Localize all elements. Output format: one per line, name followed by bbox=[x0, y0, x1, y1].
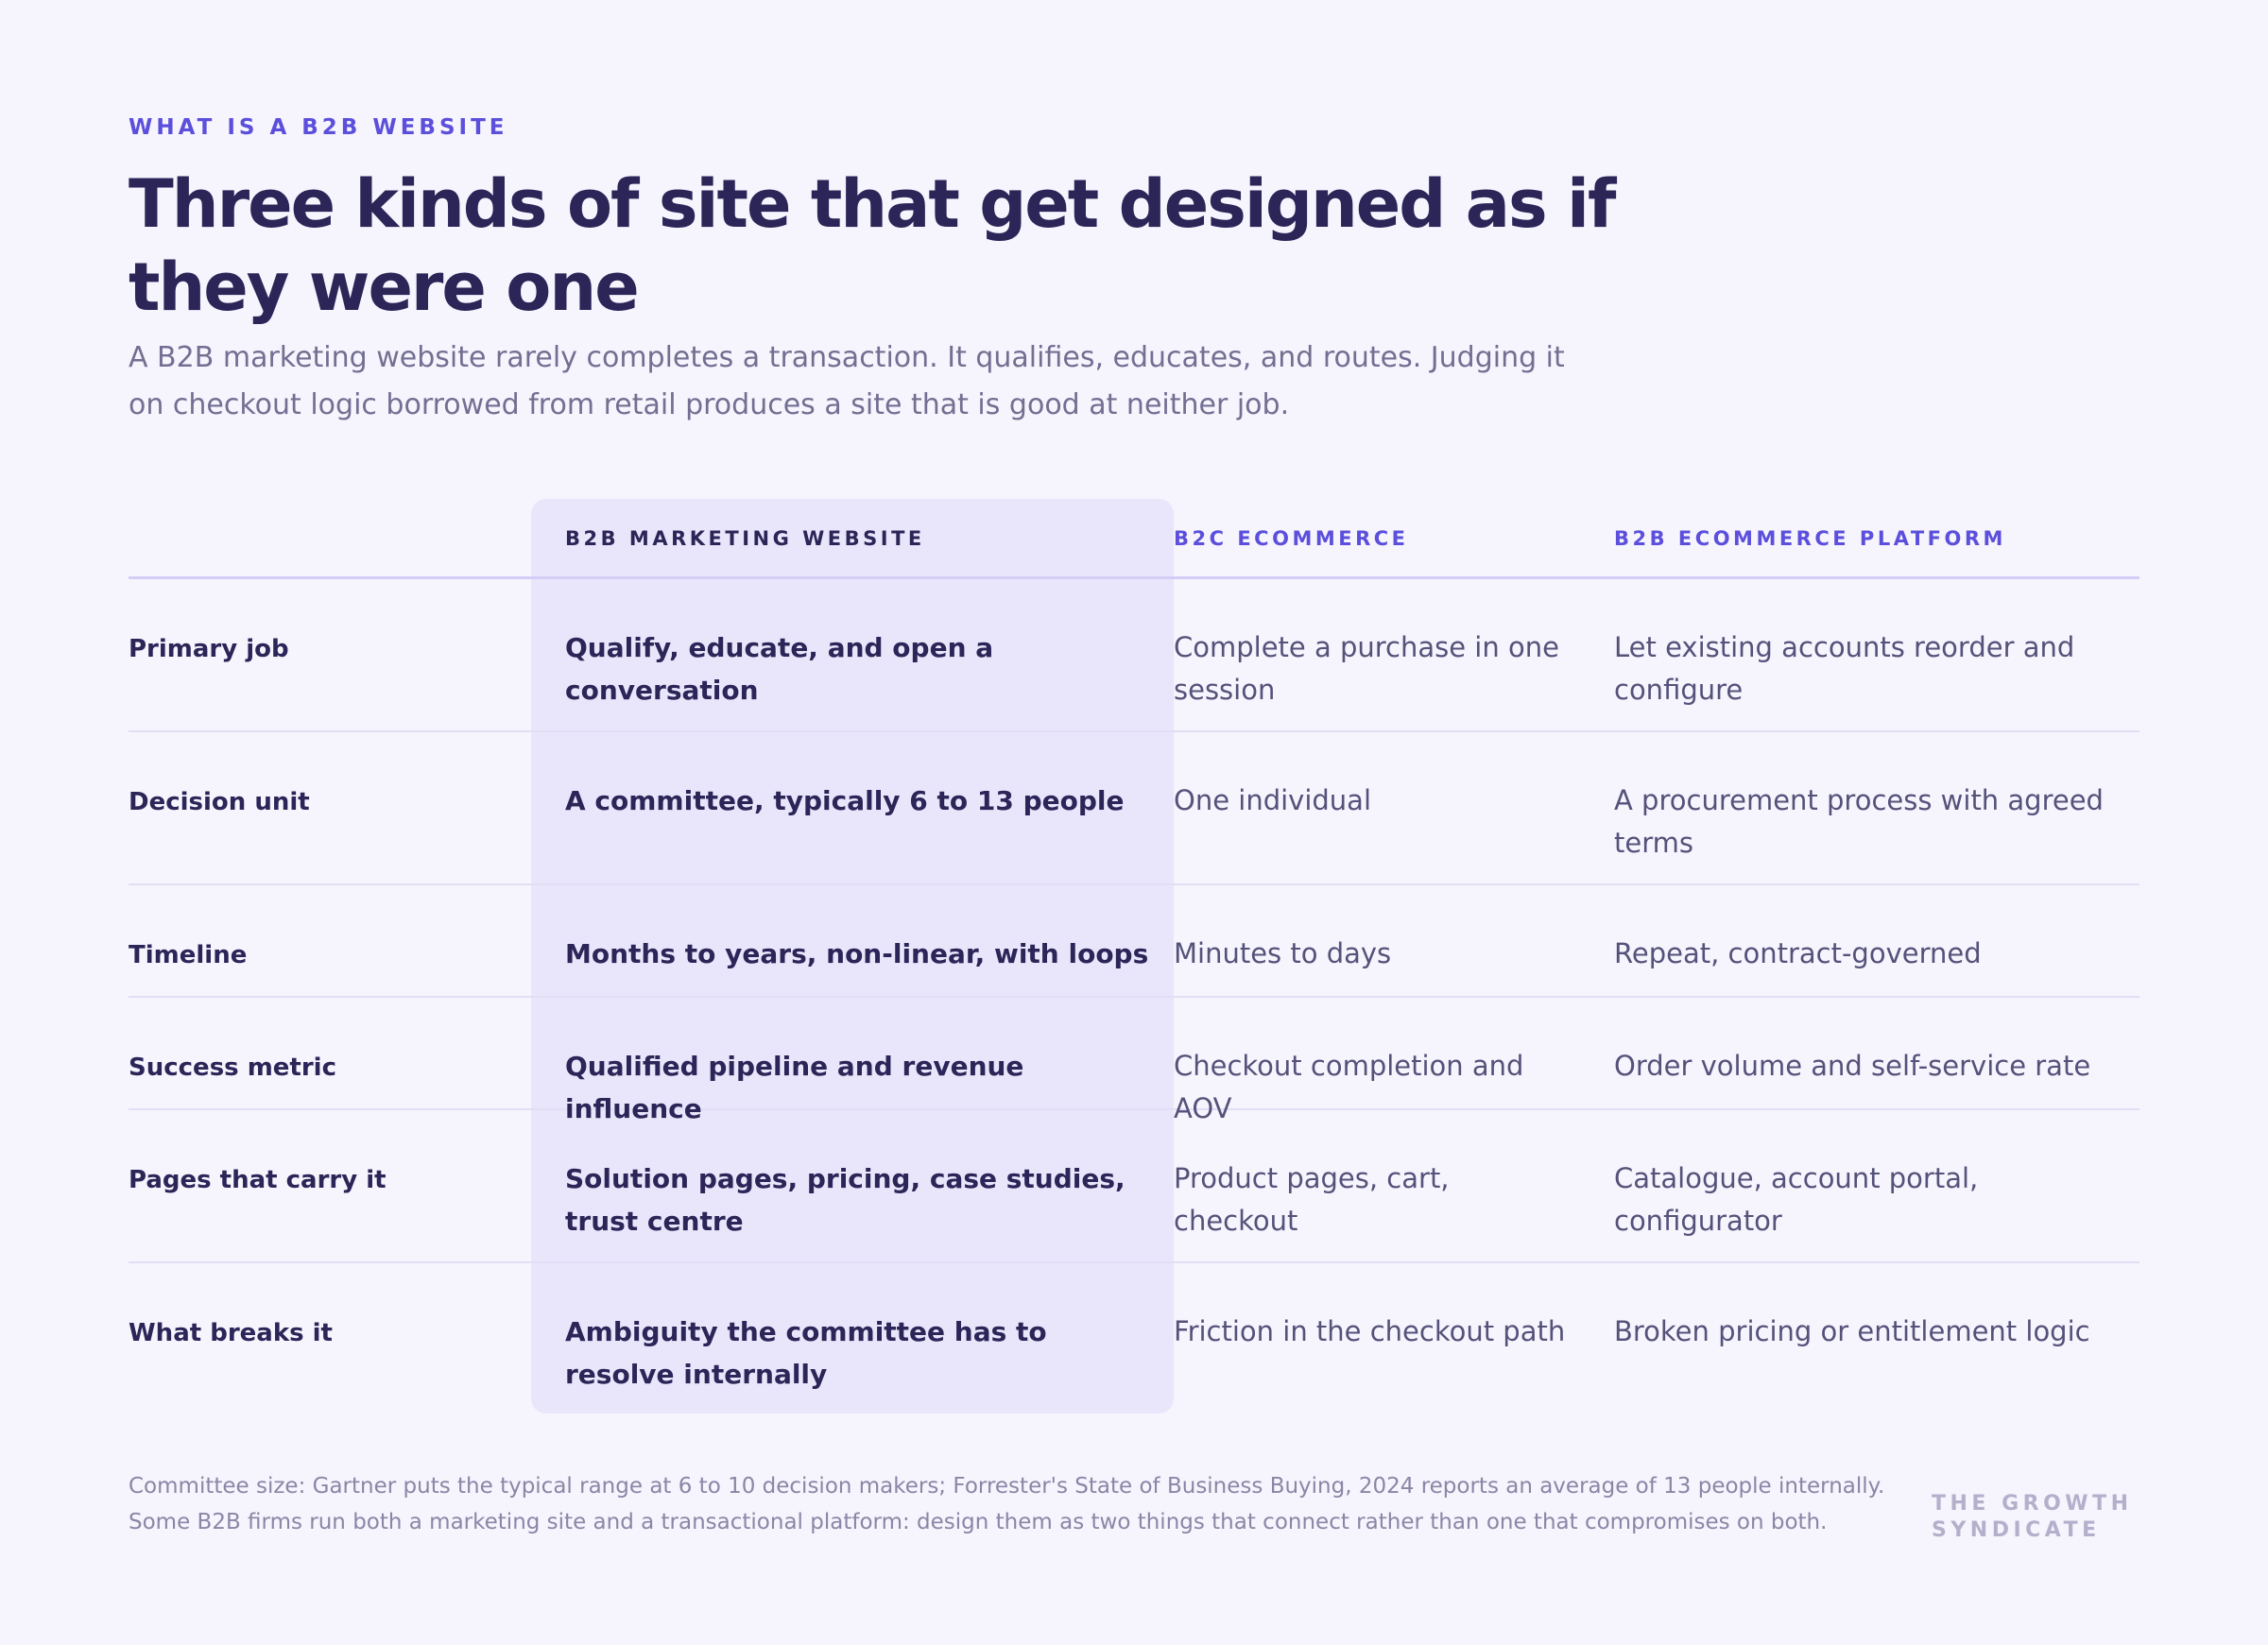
cell-b2b-ecommerce: Order volume and self-service rate bbox=[1614, 1050, 2091, 1082]
comparison-table: B2B MARKETING WEBSITE B2C ECOMMERCE B2B … bbox=[129, 499, 2139, 1414]
cell-b2b-marketing: Qualified pipeline and revenue influence bbox=[565, 1051, 1024, 1124]
cell-b2c-ecommerce: Complete a purchase in one session bbox=[1174, 631, 1559, 706]
page-title: Three kinds of site that get designed as… bbox=[129, 165, 1616, 326]
footnote: Committee size: Gartner puts the typical… bbox=[129, 1474, 1885, 1534]
cell-b2b-ecommerce: A procurement process with agreed terms bbox=[1614, 784, 2104, 859]
row-label: Timeline bbox=[129, 941, 248, 969]
cell-b2b-marketing: Ambiguity the committee has to resolve i… bbox=[565, 1316, 1047, 1390]
table-row: Primary job Qualify, educate, and open a… bbox=[129, 579, 2139, 732]
cell-b2c-ecommerce: One individual bbox=[1174, 784, 1372, 816]
row-label: Primary job bbox=[129, 635, 289, 663]
highlighted-column-background bbox=[531, 499, 1174, 1414]
cell-b2b-marketing: A committee, typically 6 to 13 people bbox=[565, 785, 1125, 816]
lede-paragraph: A B2B marketing website rarely completes… bbox=[129, 341, 1565, 421]
cell-b2b-marketing: Months to years, non-linear, with loops bbox=[565, 938, 1149, 969]
row-label: Pages that carry it bbox=[129, 1166, 387, 1194]
table-row: Timeline Months to years, non-linear, wi… bbox=[129, 885, 2139, 998]
row-label: Success metric bbox=[129, 1054, 336, 1082]
table-row: Success metric Qualified pipeline and re… bbox=[129, 998, 2139, 1124]
cell-b2b-ecommerce: Catalogue, account portal, configurator bbox=[1614, 1162, 1979, 1237]
table-row: Decision unit A committee, typically 6 t… bbox=[129, 732, 2139, 885]
cell-b2b-ecommerce: Repeat, contract-governed bbox=[1614, 937, 1982, 969]
page: WHAT IS A B2B WEBSITE Three kinds of sit… bbox=[129, 0, 2139, 1645]
column-header-b2b-ecommerce: B2B ECOMMERCE PLATFORM bbox=[1614, 527, 2006, 550]
cell-b2b-marketing: Qualify, educate, and open a conversatio… bbox=[565, 632, 994, 706]
row-label: Decision unit bbox=[129, 788, 310, 816]
table-row: What breaks it Ambiguity the committee h… bbox=[129, 1263, 2139, 1414]
cell-b2b-marketing: Solution pages, pricing, case studies, t… bbox=[565, 1163, 1125, 1237]
column-header-b2b-marketing: B2B MARKETING WEBSITE bbox=[565, 527, 925, 550]
cell-b2c-ecommerce: Minutes to days bbox=[1174, 937, 1392, 969]
table-header-row: B2B MARKETING WEBSITE B2C ECOMMERCE B2B … bbox=[129, 499, 2139, 579]
brand-wordmark: THE GROWTH SYNDICATE bbox=[1932, 1492, 2133, 1542]
cell-b2c-ecommerce: Checkout completion and AOV bbox=[1174, 1050, 1524, 1124]
row-label: What breaks it bbox=[129, 1319, 333, 1347]
eyebrow-label: WHAT IS A B2B WEBSITE bbox=[129, 115, 508, 140]
cell-b2b-ecommerce: Broken pricing or entitlement logic bbox=[1614, 1315, 2090, 1347]
cell-b2b-ecommerce: Let existing accounts reorder and config… bbox=[1614, 631, 2075, 706]
table-row: Pages that carry it Solution pages, pric… bbox=[129, 1110, 2139, 1263]
column-header-b2c-ecommerce: B2C ECOMMERCE bbox=[1174, 527, 1409, 550]
cell-b2c-ecommerce: Friction in the checkout path bbox=[1174, 1315, 1566, 1347]
cell-b2c-ecommerce: Product pages, cart, checkout bbox=[1174, 1162, 1450, 1237]
